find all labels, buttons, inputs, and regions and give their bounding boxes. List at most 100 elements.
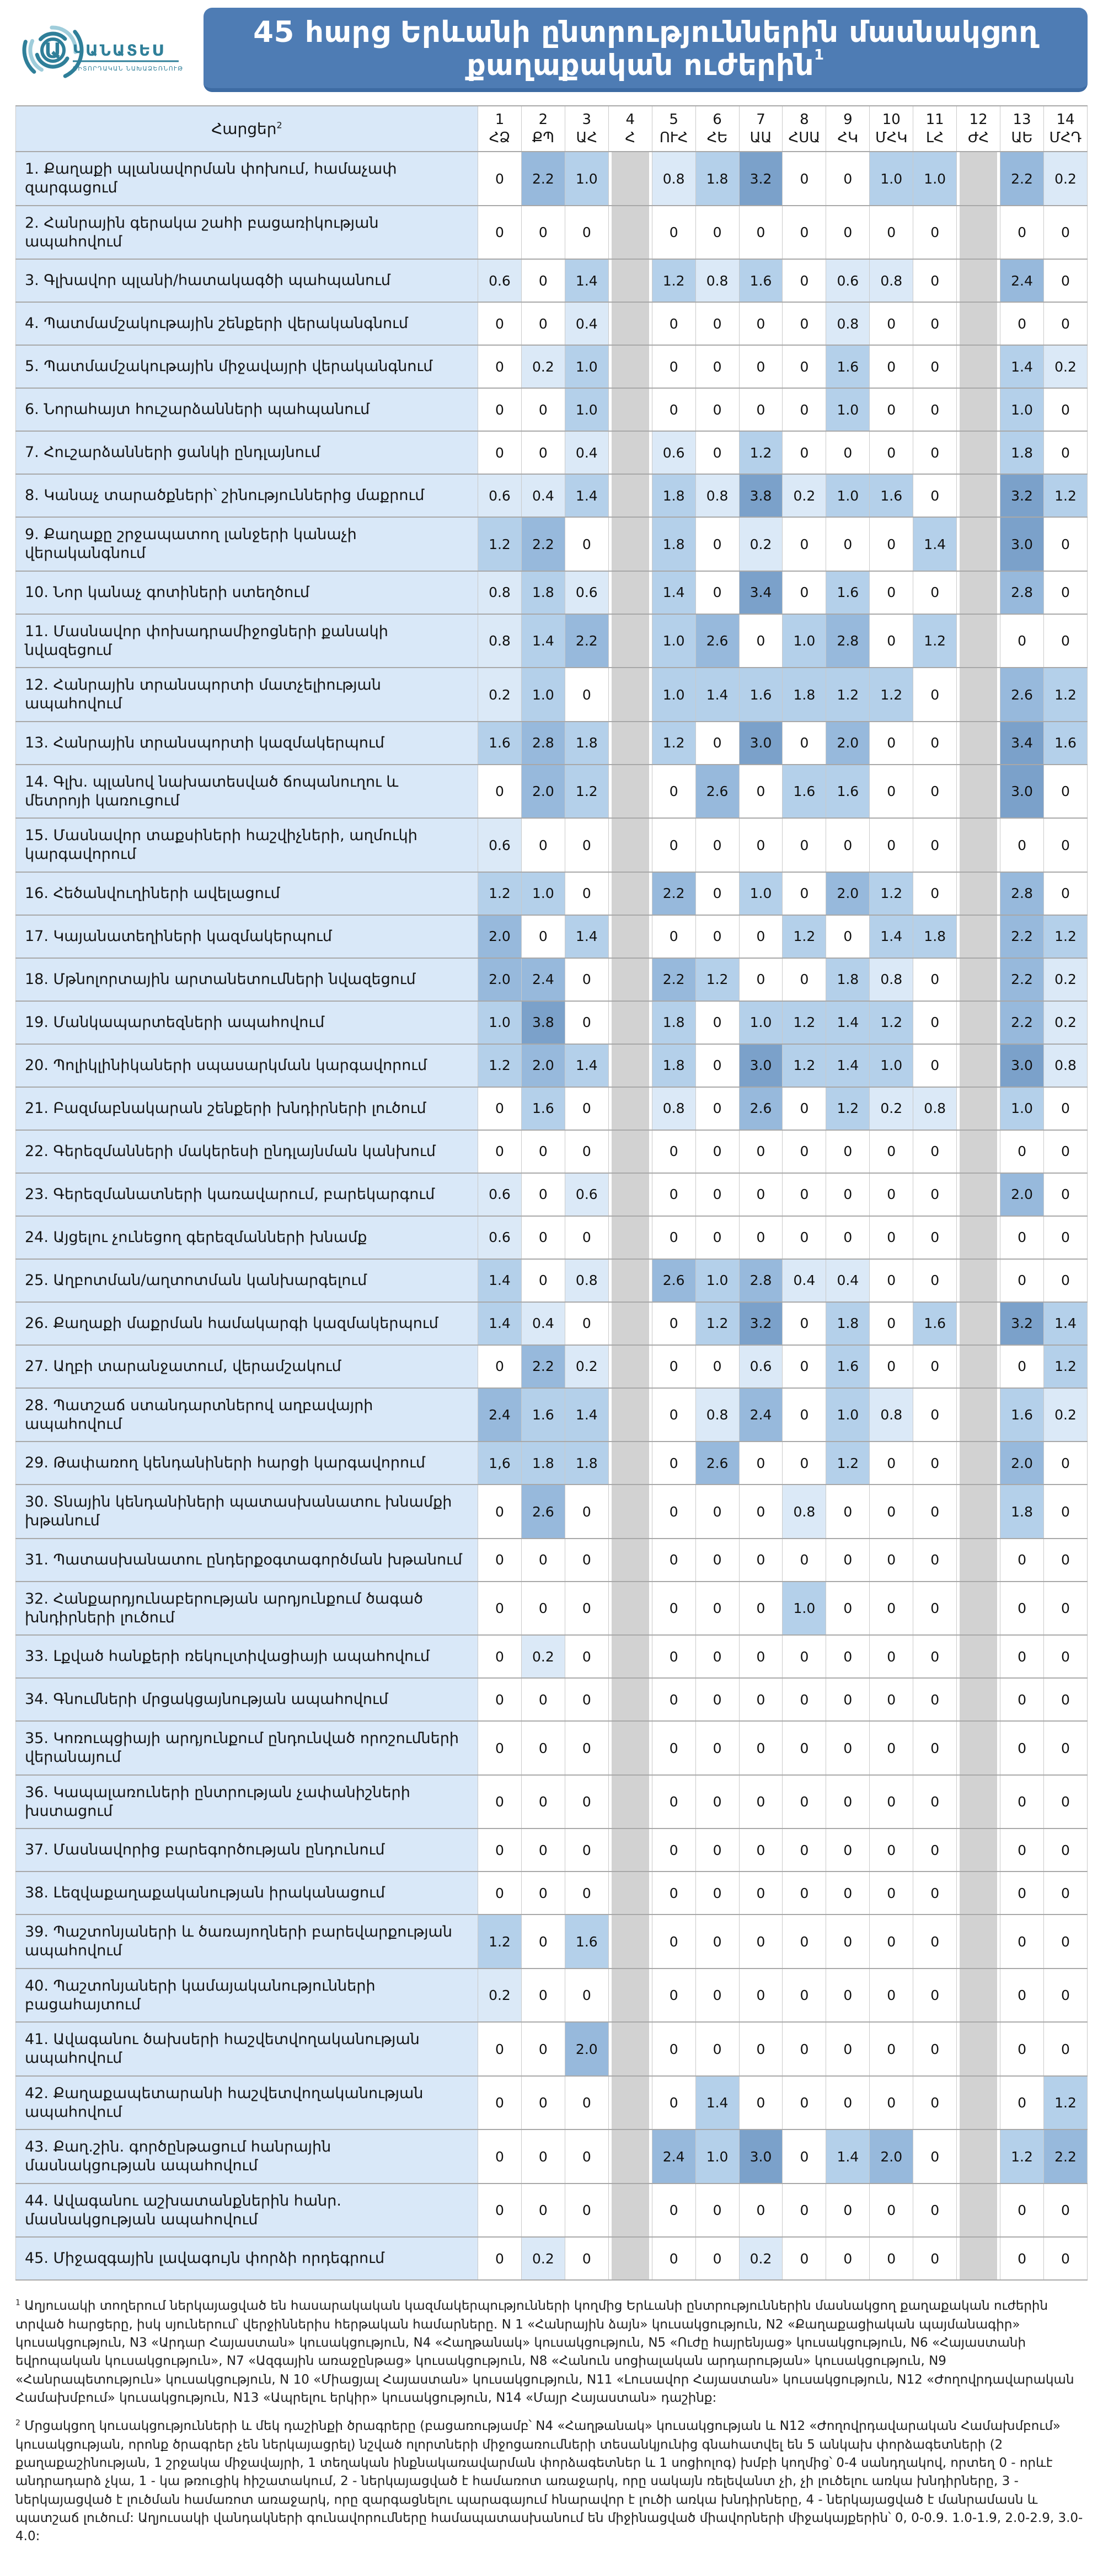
- score-cell: 2.0: [1000, 1172, 1044, 1217]
- score-cell: 1.0: [913, 151, 957, 206]
- question-label: 32. Հանքարդյունաբերության արդյունքում ծա…: [15, 1580, 478, 1636]
- score-cell: 2.6: [695, 1441, 740, 1486]
- no-program-cell: [608, 1774, 652, 1830]
- score-cell: 2.8: [826, 613, 870, 669]
- score-cell: 0: [869, 1871, 914, 1916]
- score-cell: 0: [521, 1774, 565, 1830]
- score-cell: 2.2: [651, 957, 696, 1002]
- no-program-cell: [956, 1215, 1001, 1260]
- score-cell: 0: [695, 1344, 740, 1389]
- score-cell: 0: [1000, 2236, 1044, 2281]
- score-cell: 1.2: [869, 1000, 914, 1045]
- no-program-cell: [608, 613, 652, 669]
- score-cell: 1.8: [913, 914, 957, 959]
- score-cell: 0: [695, 388, 740, 432]
- score-cell: 1.0: [521, 871, 565, 916]
- score-cell: 0: [738, 957, 783, 1002]
- score-cell: 2.6: [651, 1258, 696, 1303]
- question-label: 36. Կապալառուների ընտրության չափանիշների…: [15, 1774, 478, 1830]
- score-cell: 0: [1043, 613, 1088, 669]
- table-row: 34. Գնումների մրցակցայնության ապահովում 0…: [15, 1677, 1088, 1722]
- score-cell: 1.6: [521, 1387, 565, 1443]
- question-label: 21. Բազմաբնակարան շենքերի խնդիրների լուծ…: [15, 1086, 478, 1131]
- score-cell: 0: [695, 1537, 740, 1582]
- score-cell: 1.8: [826, 1301, 870, 1346]
- score-cell: 0.8: [695, 474, 740, 518]
- score-cell: 0: [1043, 1086, 1088, 1131]
- question-label: 33. Լքված հանքերի ռեկուլտիվացիայի ապահով…: [15, 1634, 478, 1679]
- table-row: 18. Մթնոլորտային արտանետումների նվազեցու…: [15, 957, 1088, 1002]
- score-cell: 0: [913, 1828, 957, 1873]
- no-program-cell: [608, 1967, 652, 2023]
- score-cell: 0: [913, 1484, 957, 1539]
- no-program-cell: [956, 1086, 1001, 1131]
- score-cell: 0: [564, 1086, 609, 1131]
- score-cell: 2.6: [738, 1086, 783, 1131]
- score-cell: 2.0: [826, 871, 870, 916]
- score-cell: 0: [564, 871, 609, 916]
- score-cell: 1.4: [826, 2129, 870, 2184]
- score-cell: 0: [1043, 205, 1088, 260]
- table-row: 2. Հանրային գերակա շահի բացառիկության ապ…: [15, 205, 1088, 260]
- score-cell: 0: [1043, 1828, 1088, 1873]
- score-cell: 1.6: [826, 570, 870, 615]
- score-cell: 0.6: [478, 474, 522, 518]
- score-cell: 0: [651, 388, 696, 432]
- score-cell: 0: [564, 818, 609, 873]
- score-cell: 0: [651, 1172, 696, 1217]
- score-cell: 1.6: [738, 259, 783, 303]
- score-cell: 1.2: [738, 431, 783, 475]
- no-program-cell: [608, 957, 652, 1002]
- score-cell: 0: [1000, 818, 1044, 873]
- score-cell: 0: [869, 205, 914, 260]
- party-abbr: ԱԵ: [1011, 129, 1033, 146]
- no-program-cell: [956, 1441, 1001, 1486]
- score-cell: 0: [826, 205, 870, 260]
- score-cell: 0: [913, 1967, 957, 2023]
- score-cell: 0: [1000, 1967, 1044, 2023]
- score-cell: 0: [738, 1720, 783, 1776]
- score-cell: 0: [782, 1634, 827, 1679]
- footnote-1-text: Աղյուսակի տողերում ներկայացված են հասարա…: [15, 2299, 1074, 2405]
- score-cell: 0: [913, 1871, 957, 1916]
- score-cell: 0.2: [478, 1967, 522, 2023]
- party-abbr: ԼՀ: [925, 129, 944, 146]
- score-cell: 0: [1043, 1677, 1088, 1722]
- top-bar: Ա ԿԱՆԱՏԵՍ ԴԻՏՈՐԴԱԿԱՆ ՆԱԽԱՁԵՌՆՈՒԹՅՈՒՆ 45 …: [15, 8, 1088, 93]
- score-cell: 0: [869, 345, 914, 389]
- score-cell: 0: [1043, 1774, 1088, 1830]
- no-program-cell: [956, 302, 1001, 346]
- score-cell: 0: [651, 1344, 696, 1389]
- score-cell: 0: [826, 151, 870, 206]
- question-label: 16. Հեծանվուղիների ավելացում: [15, 871, 478, 916]
- score-cell: 0: [478, 2021, 522, 2077]
- question-label: 17. Կայանատեղիների կազմակերպում: [15, 914, 478, 959]
- score-cell: 0: [695, 1677, 740, 1722]
- score-cell: 0: [913, 1043, 957, 1088]
- score-cell: 0: [782, 2021, 827, 2077]
- question-label: 18. Մթնոլորտային արտանետումների նվազեցու…: [15, 957, 478, 1002]
- question-label: 38. Լեզվաքաղաքականության իրականացում: [15, 1871, 478, 1916]
- score-cell: 0.4: [521, 1301, 565, 1346]
- table-row: 8. Կանաչ տարածքների՝ շինություններից մաք…: [15, 474, 1088, 518]
- score-cell: 0: [478, 1871, 522, 1916]
- score-cell: 0.6: [478, 1172, 522, 1217]
- score-cell: 1.8: [651, 1000, 696, 1045]
- party-column-header: 7 ԱԱ: [738, 105, 783, 153]
- no-program-cell: [956, 2075, 1001, 2131]
- score-cell: 1.2: [564, 763, 609, 819]
- no-program-cell: [956, 431, 1001, 475]
- question-label: 27. Աղբի տարանջատում, վերամշակում: [15, 1344, 478, 1389]
- score-cell: 3.0: [1000, 1043, 1044, 1088]
- score-cell: 2.6: [1000, 667, 1044, 722]
- score-cell: 0: [913, 345, 957, 389]
- score-cell: 0: [782, 1914, 827, 1969]
- table-row: 9. Քաղաքը շրջապատող լանջերի կանաչի վերակ…: [15, 517, 1088, 572]
- questions-column-header: Հարցեր2: [15, 105, 478, 153]
- score-cell: 1.0: [826, 388, 870, 432]
- no-program-cell: [956, 2182, 1001, 2238]
- table-row: 40. Պաշտոնյաների կամայականությունների բա…: [15, 1967, 1088, 2023]
- score-cell: 3.0: [1000, 517, 1044, 572]
- score-cell: 0: [564, 667, 609, 722]
